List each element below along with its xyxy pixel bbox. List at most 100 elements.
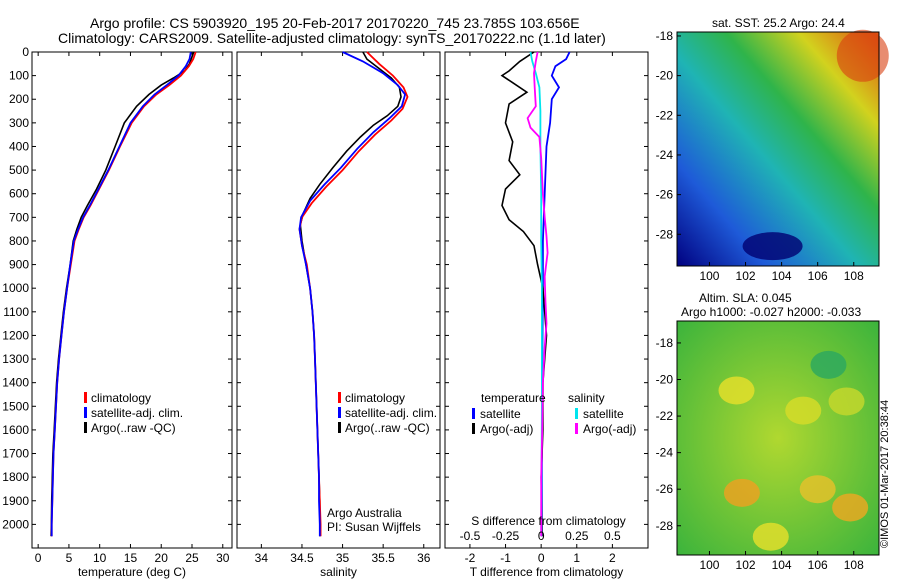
sla-map-ytick-label: -28: [656, 519, 674, 533]
sla-map-xtick-label: 108: [844, 558, 864, 572]
depth-tick-label: 1800: [2, 470, 29, 484]
diff-legend-sal-swatch: [575, 408, 578, 419]
float-annotation: Argo Australia: [327, 506, 402, 520]
depth-tick-label: 1000: [2, 281, 29, 295]
sla-map-subtitle: Argo h1000: -0.027 h2000: -0.033: [681, 305, 862, 319]
temperature-xlabel: temperature (deg C): [78, 565, 186, 579]
difference-series-s-satellite: [529, 51, 543, 537]
salinity-legend-swatch: [338, 422, 341, 433]
sla-anomaly-patch: [718, 376, 755, 405]
depth-tick-label: 600: [9, 187, 29, 201]
sst-map-xtick-label: 100: [699, 269, 719, 283]
salinity-legend-label: climatology: [345, 391, 405, 405]
salinity-xtick-label: 34.5: [290, 551, 314, 565]
temperature-xtick-label: 0: [35, 551, 42, 565]
sst-map-panel: 100 102 104 106 108 -18 -20 -22 -24 -26 -28: [656, 29, 889, 283]
sst-map-title: sat. SST: 25.2 Argo: 24.4: [712, 16, 845, 30]
title-line-2: Climatology: CARS2009. Satellite-adjuste…: [58, 30, 606, 46]
depth-tick-label: 500: [9, 163, 29, 177]
temperature-frame: [31, 51, 233, 549]
float-annotation: PI: Susan Wijffels: [327, 520, 421, 534]
sst-cold-patch: [742, 232, 803, 261]
difference-frame: [444, 51, 649, 549]
temperature-xtick-label: 20: [155, 551, 169, 565]
sla-anomaly-patch: [752, 522, 789, 551]
depth-tick-label: 1700: [2, 447, 29, 461]
depth-tick-label: 1300: [2, 352, 29, 366]
depth-tick-label: 1500: [2, 399, 29, 413]
temperature-xtick-label: 15: [124, 551, 138, 565]
temperature-legend-swatch: [84, 392, 87, 403]
depth-tick-label: 1400: [2, 376, 29, 390]
sst-map-ytick-label: -26: [656, 188, 674, 202]
difference-xtick-label: 2: [609, 551, 616, 565]
sla-map-ytick-label: -20: [656, 373, 674, 387]
salinity-series-satellite-adj-clim-: [298, 51, 407, 537]
depth-tick-label: 200: [9, 92, 29, 106]
temperature-xtick-label: 25: [185, 551, 199, 565]
diff-legend-temp-label: Argo(-adj): [480, 422, 533, 436]
sla-anomaly-patch: [810, 350, 847, 379]
diff-legend-sal-title: salinity: [568, 391, 605, 405]
diff-legend-temp-swatch: [472, 423, 475, 434]
sla-map-title: Altim. SLA: 0.045: [699, 291, 792, 305]
diff-top-tick-label: 0.25: [565, 529, 589, 543]
difference-xtick-label: -2: [465, 551, 476, 565]
temperature-panel: 0100200300400500600700800900100011001200…: [2, 45, 233, 579]
depth-tick-label: 900: [9, 258, 29, 272]
sla-map-frame: [676, 320, 880, 556]
salinity-xtick-label: 34: [255, 551, 269, 565]
diff-legend-sal-label: Argo(-adj): [583, 422, 636, 436]
salinity-panel: 34 34.5 35 35.5 36 salinity climatologysatelli…: [236, 51, 441, 579]
sla-map-xtick-label: 104: [772, 558, 792, 572]
sla-map-xtick-label: 106: [808, 558, 828, 572]
sla-map-xtick-label: 102: [736, 558, 756, 572]
difference-xtick-label: 0: [538, 551, 545, 565]
sla-anomaly-patch: [799, 475, 836, 504]
title-line-1: Argo profile: CS 5903920_195 20-Feb-2017…: [90, 15, 580, 31]
temperature-legend-swatch: [84, 422, 87, 433]
temperature-legend-label: satellite-adj. clim.: [91, 406, 183, 420]
salinity-series-climatology: [298, 51, 409, 537]
temperature-legend-swatch: [84, 407, 87, 418]
sst-map-frame: [676, 31, 880, 267]
diff-legend-temp-swatch: [472, 408, 475, 419]
sla-anomaly-patch: [785, 396, 822, 425]
salinity-xtick-label: 36: [417, 551, 431, 565]
temperature-xtick-label: 5: [66, 551, 73, 565]
diff-legend-sal-swatch: [575, 423, 578, 434]
diff-legend-sal-label: satellite: [583, 407, 624, 421]
difference-xtick-label: 1: [573, 551, 580, 565]
sla-map-ytick-label: -26: [656, 482, 674, 496]
salinity-legend-label: Argo(..raw -QC): [345, 421, 430, 435]
sla-map-ytick-label: -24: [656, 446, 674, 460]
sla-map-xtick-label: 100: [699, 558, 719, 572]
sst-map-ytick-label: -22: [656, 108, 674, 122]
sst-map-xtick-label: 106: [808, 269, 828, 283]
salinity-xtick-label: 35: [336, 551, 350, 565]
sst-map-ytick-label: -18: [656, 29, 674, 43]
sla-map-panel: 100 102 104 106 108 -18 -20 -22 -24 -26 -28: [656, 320, 880, 572]
salinity-legend-swatch: [338, 392, 341, 403]
difference-series-s-argo-adj-: [526, 51, 549, 537]
sla-anomaly-patch: [832, 493, 869, 522]
salinity-frame: [236, 51, 441, 549]
temperature-series-argo-raw-qc-: [50, 51, 195, 537]
sst-map-ytick-label: -24: [656, 148, 674, 162]
diff-legend-temp-title: temperature: [481, 391, 546, 405]
salinity-legend-swatch: [338, 407, 341, 418]
depth-tick-label: 1600: [2, 423, 29, 437]
sla-map-ytick-label: -18: [656, 336, 674, 350]
diff-top-tick-label: 0.5: [604, 529, 621, 543]
diff-top-tick-label: -0.5: [460, 529, 481, 543]
depth-tick-label: 700: [9, 210, 29, 224]
temperature-xtick-label: 10: [93, 551, 107, 565]
depth-tick-label: 100: [9, 69, 29, 83]
sst-map-xtick-label: 102: [736, 269, 756, 283]
temperature-legend-label: Argo(..raw -QC): [91, 421, 176, 435]
sla-map-ytick-label: -22: [656, 409, 674, 423]
temperature-series-satellite-adj-clim-: [50, 51, 192, 537]
depth-tick-label: 2000: [2, 517, 29, 531]
diff-top-label: S difference from climatology: [471, 514, 626, 528]
